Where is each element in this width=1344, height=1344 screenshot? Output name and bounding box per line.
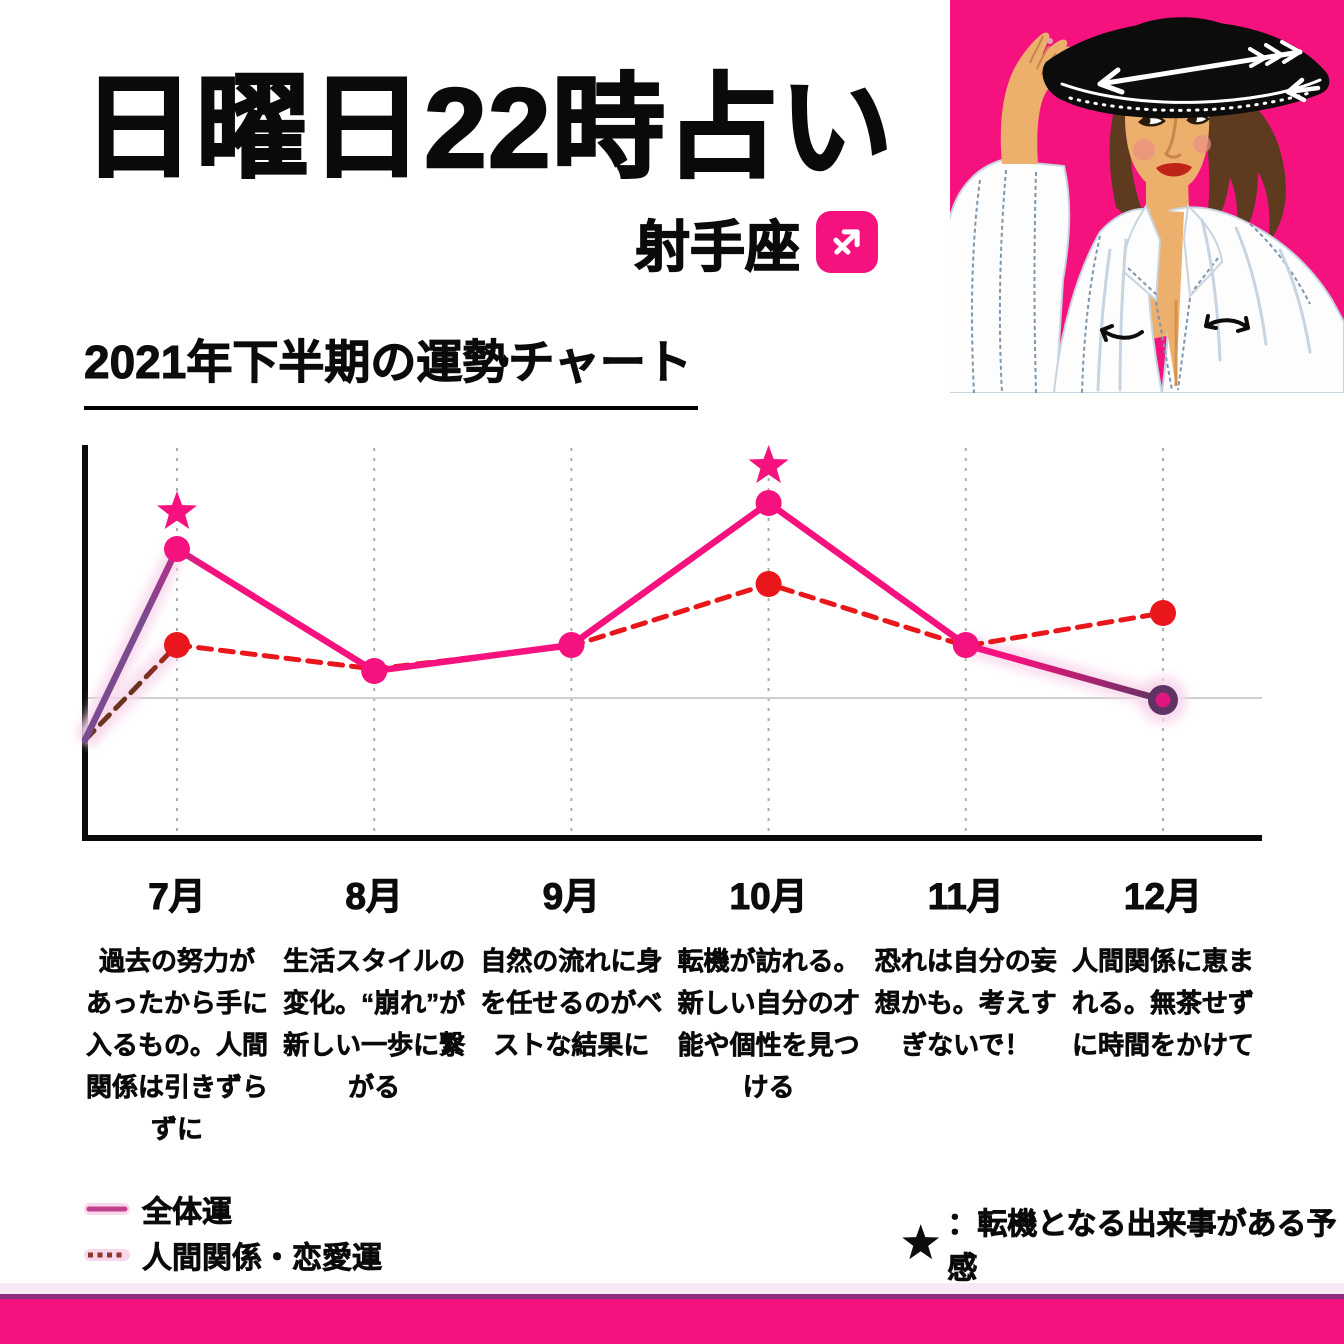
series-line-overall xyxy=(81,499,1167,744)
zodiac-label: 射手座 xyxy=(634,215,801,279)
data-point xyxy=(952,632,979,658)
data-point xyxy=(755,571,782,597)
data-point xyxy=(1150,600,1176,626)
bottom-strip-pink xyxy=(0,1299,1344,1344)
hat-arrow-decoration xyxy=(1060,40,1322,112)
turning-point-star xyxy=(157,491,197,529)
sagittarius-badge xyxy=(816,211,878,273)
footnote-text: ：転機となる出来事がある予感 xyxy=(947,1208,1337,1286)
data-point xyxy=(755,490,782,516)
data-point xyxy=(164,632,190,658)
legend-swatch-dashed xyxy=(84,1249,130,1261)
sagittarius-icon xyxy=(833,229,860,255)
legend-label: 全体運 xyxy=(142,1196,233,1230)
chest-arrows xyxy=(1100,314,1250,342)
data-point xyxy=(361,658,388,684)
bottom-strip-pale xyxy=(0,1283,1344,1294)
star-icon xyxy=(902,1224,940,1260)
legend-item-love: 人間関係・恋愛運 xyxy=(84,1232,382,1278)
bottom-strip-purple xyxy=(0,1294,1344,1299)
legend-swatch-solid xyxy=(84,1203,130,1215)
chart-legend: 全体運 人間関係・恋愛運 xyxy=(84,1186,382,1278)
data-point xyxy=(164,536,190,562)
zodiac-illustration xyxy=(950,0,1344,393)
legend-label: 人間関係・恋愛運 xyxy=(142,1242,383,1276)
legend-item-overall: 全体運 xyxy=(84,1186,382,1232)
data-point-end-core xyxy=(1155,692,1171,708)
section-heading: 2021年下半期の運勢チャート xyxy=(84,326,698,410)
zodiac-row: 射手座 xyxy=(400,202,878,282)
page-title: 日曜日22時占い xyxy=(81,64,894,191)
data-point xyxy=(558,632,585,658)
star-footnote: ：転機となる出来事がある予感 xyxy=(898,1208,1344,1285)
turning-point-star xyxy=(748,445,789,483)
